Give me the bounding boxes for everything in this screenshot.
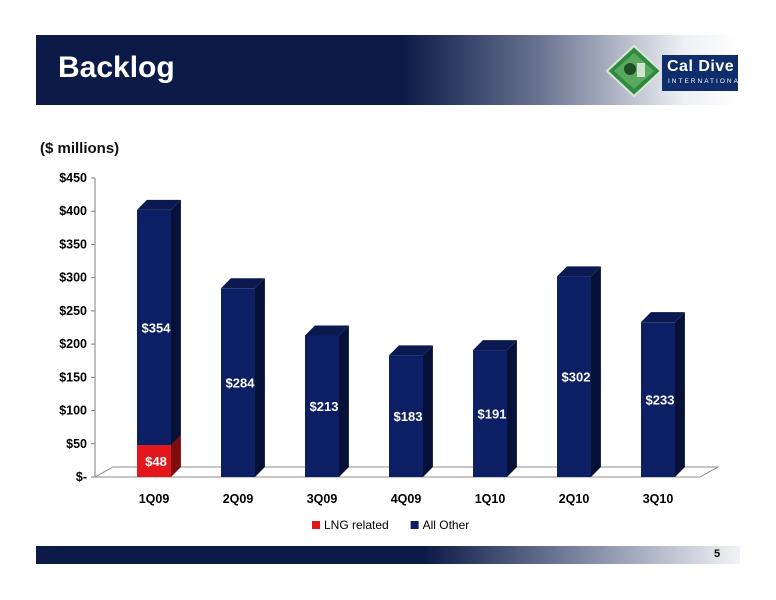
company-logo: Cal Dive INTERNATIONAL [606, 45, 744, 97]
data-label-all-other: $191 [478, 407, 507, 422]
bar-side-all-other [255, 278, 265, 477]
bar-side-all-other [423, 345, 433, 477]
bar-top-all-other [641, 312, 685, 323]
backlog-bar-chart: $- $50 $100 $150 $200 $250 $300 $350 $400 $450 $48… [59, 171, 720, 532]
page-title: Backlog [58, 51, 175, 84]
x-tick-label: 2Q09 [223, 492, 254, 506]
logo-sub-text: INTERNATIONAL [668, 78, 746, 85]
data-label-all-other: $233 [646, 393, 675, 408]
x-tick-label: 1Q10 [475, 492, 506, 506]
y-tick-label: $100 [59, 404, 87, 418]
bar-side-all-other [675, 312, 685, 477]
bar-all-other [641, 322, 675, 477]
y-tick-label: $350 [59, 237, 87, 251]
bar-side-all-other [171, 199, 181, 446]
y-tick-label: $150 [59, 370, 87, 384]
x-tick-label: 1Q09 [139, 492, 170, 506]
bar-lng-related [137, 445, 171, 477]
bar-top-all-other [557, 266, 601, 277]
legend-swatch-all-other [410, 521, 419, 529]
bar-top-all-other [389, 345, 433, 356]
bar-top-all-other [137, 199, 181, 210]
data-label-all-other: $213 [310, 399, 339, 414]
bar-side-all-other [591, 266, 601, 477]
data-label-all-other: $183 [394, 409, 423, 424]
diamond-emblem-icon [606, 45, 662, 97]
bar-side-all-other [507, 340, 517, 477]
legend-entry-lng-related: LNG related [324, 518, 389, 532]
bar-side-all-other [339, 325, 349, 477]
bar-all-other [473, 350, 507, 477]
legend-swatch-lng-related [312, 521, 320, 529]
y-tick-label: $50 [66, 437, 87, 451]
x-tick-label: 3Q10 [643, 492, 674, 506]
y-tick-label: $400 [59, 204, 87, 218]
y-tick-label: $450 [59, 171, 87, 185]
bar-all-other [557, 276, 591, 477]
data-label-all-other: $284 [226, 376, 256, 391]
logo-main-text: Cal Dive [667, 58, 735, 75]
bar-top-all-other [305, 325, 349, 336]
bar-all-other [137, 209, 171, 446]
y-tick-label: $200 [59, 337, 87, 351]
bar-all-other [221, 288, 255, 477]
x-tick-label: 2Q10 [559, 492, 590, 506]
bar-top-all-other [473, 340, 517, 351]
y-tick-label: $300 [59, 271, 87, 285]
bar-all-other [389, 355, 423, 477]
title-banner: Backlog Cal Dive INTERNATIONAL [36, 35, 744, 105]
legend-entry-all-other: All Other [423, 518, 470, 532]
footer-bar [36, 546, 740, 564]
x-tick-label: 4Q09 [391, 492, 422, 506]
y-tick-label: $- [76, 470, 87, 484]
x-tick-label: 3Q09 [307, 492, 338, 506]
bar-side-lng-related [171, 435, 181, 477]
units-label: ($ millions) [40, 140, 120, 157]
bar-all-other [305, 335, 339, 477]
bar-top-all-other [221, 278, 265, 289]
data-label-lng-related: $48 [145, 454, 167, 469]
logo-wordmark: Cal Dive INTERNATIONAL [662, 55, 744, 91]
data-label-all-other: $302 [562, 370, 591, 385]
data-label-all-other: $354 [142, 321, 172, 336]
page-number: 5 [714, 548, 721, 560]
y-tick-label: $250 [59, 304, 87, 318]
